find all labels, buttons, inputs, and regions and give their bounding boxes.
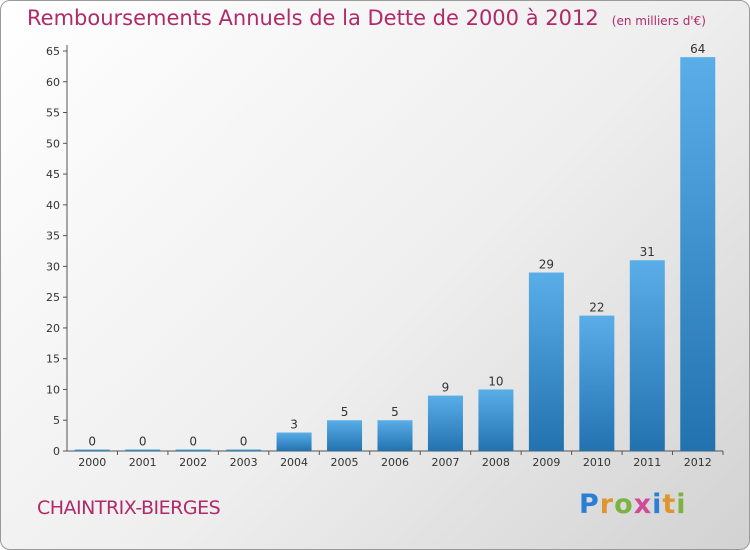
x-tick-label: 2002 [179,456,207,469]
y-tick-label: 45 [46,168,60,181]
y-tick-label: 15 [46,353,60,366]
x-tick-label: 2003 [230,456,258,469]
commune-name: CHAINTRIX-BIERGES [37,497,221,519]
bar [226,449,262,451]
brand-logo: Proxiti [579,489,687,520]
y-tick-label: 20 [46,322,60,335]
x-tick-label: 2005 [331,456,359,469]
x-tick-label: 2008 [482,456,510,469]
bar-value-label: 9 [442,381,450,395]
x-tick-label: 2009 [532,456,560,469]
bars [74,57,716,452]
bar-value-label: 3 [290,418,298,432]
brand-letter: i [652,489,663,520]
bar-value-label: 22 [589,301,604,315]
x-tick-label: 2012 [684,456,712,469]
y-tick-label: 5 [53,414,60,427]
x-tick-label: 2010 [583,456,611,469]
chart-title: Remboursements Annuels de la Dette de 20… [27,6,599,30]
bar-value-label: 31 [640,245,655,259]
bar [478,389,514,451]
y-tick-label: 55 [46,107,60,120]
x-tick-label: 2001 [129,456,157,469]
x-axis: 2000 2001 2002 2003 2004 2005 2006 2007 2008 2009… [67,450,724,469]
y-tick-label: 0 [53,445,60,458]
bar-value-label: 0 [139,435,147,449]
bar-value-label: 29 [539,258,554,272]
y-axis: 0 5 10 15 20 25 30 35 40 45 50 55 60 65 [46,45,68,458]
bar [680,57,716,452]
x-tick-label: 2004 [280,456,308,469]
bar [629,260,665,451]
brand-letter: r [599,489,615,520]
bar-value-label: 0 [88,435,96,449]
bar [427,395,463,451]
brand-letter: t [662,489,677,520]
brand-letter: o [614,489,634,520]
brand-letter: x [633,489,653,520]
y-tick-label: 30 [46,260,60,273]
x-tick-label: 2007 [431,456,459,469]
brand-letter: i [676,489,687,520]
y-tick-label: 65 [46,45,60,58]
bar [175,449,211,451]
bar [276,432,312,451]
bar-value-label: 0 [189,435,197,449]
chart-unit: (en milliers d'€) [611,14,706,28]
x-tick-label: 2000 [78,456,106,469]
y-tick-label: 50 [46,137,60,150]
bar [528,272,564,451]
bar [377,420,413,451]
value-labels: 0 0 0 0 3 5 5 9 10 29 22 31 64 [88,42,705,448]
bar-value-label: 0 [240,435,248,449]
bar-value-label: 64 [690,42,705,56]
y-tick-label: 35 [46,230,60,243]
x-tick-label: 2006 [381,456,409,469]
x-tick-label: 2011 [633,456,661,469]
brand-letter: P [579,489,600,520]
y-tick-label: 25 [46,291,60,304]
bar [327,420,363,451]
title-row: Remboursements Annuels de la Dette de 20… [27,6,706,30]
y-tick-label: 10 [46,383,60,396]
bar [125,449,161,451]
bar [74,449,110,451]
bar-value-label: 10 [488,374,503,388]
bar-value-label: 5 [341,405,349,419]
bar-value-label: 5 [391,405,399,419]
y-tick-label: 60 [46,76,60,89]
bar [579,315,615,451]
y-tick-label: 40 [46,199,60,212]
